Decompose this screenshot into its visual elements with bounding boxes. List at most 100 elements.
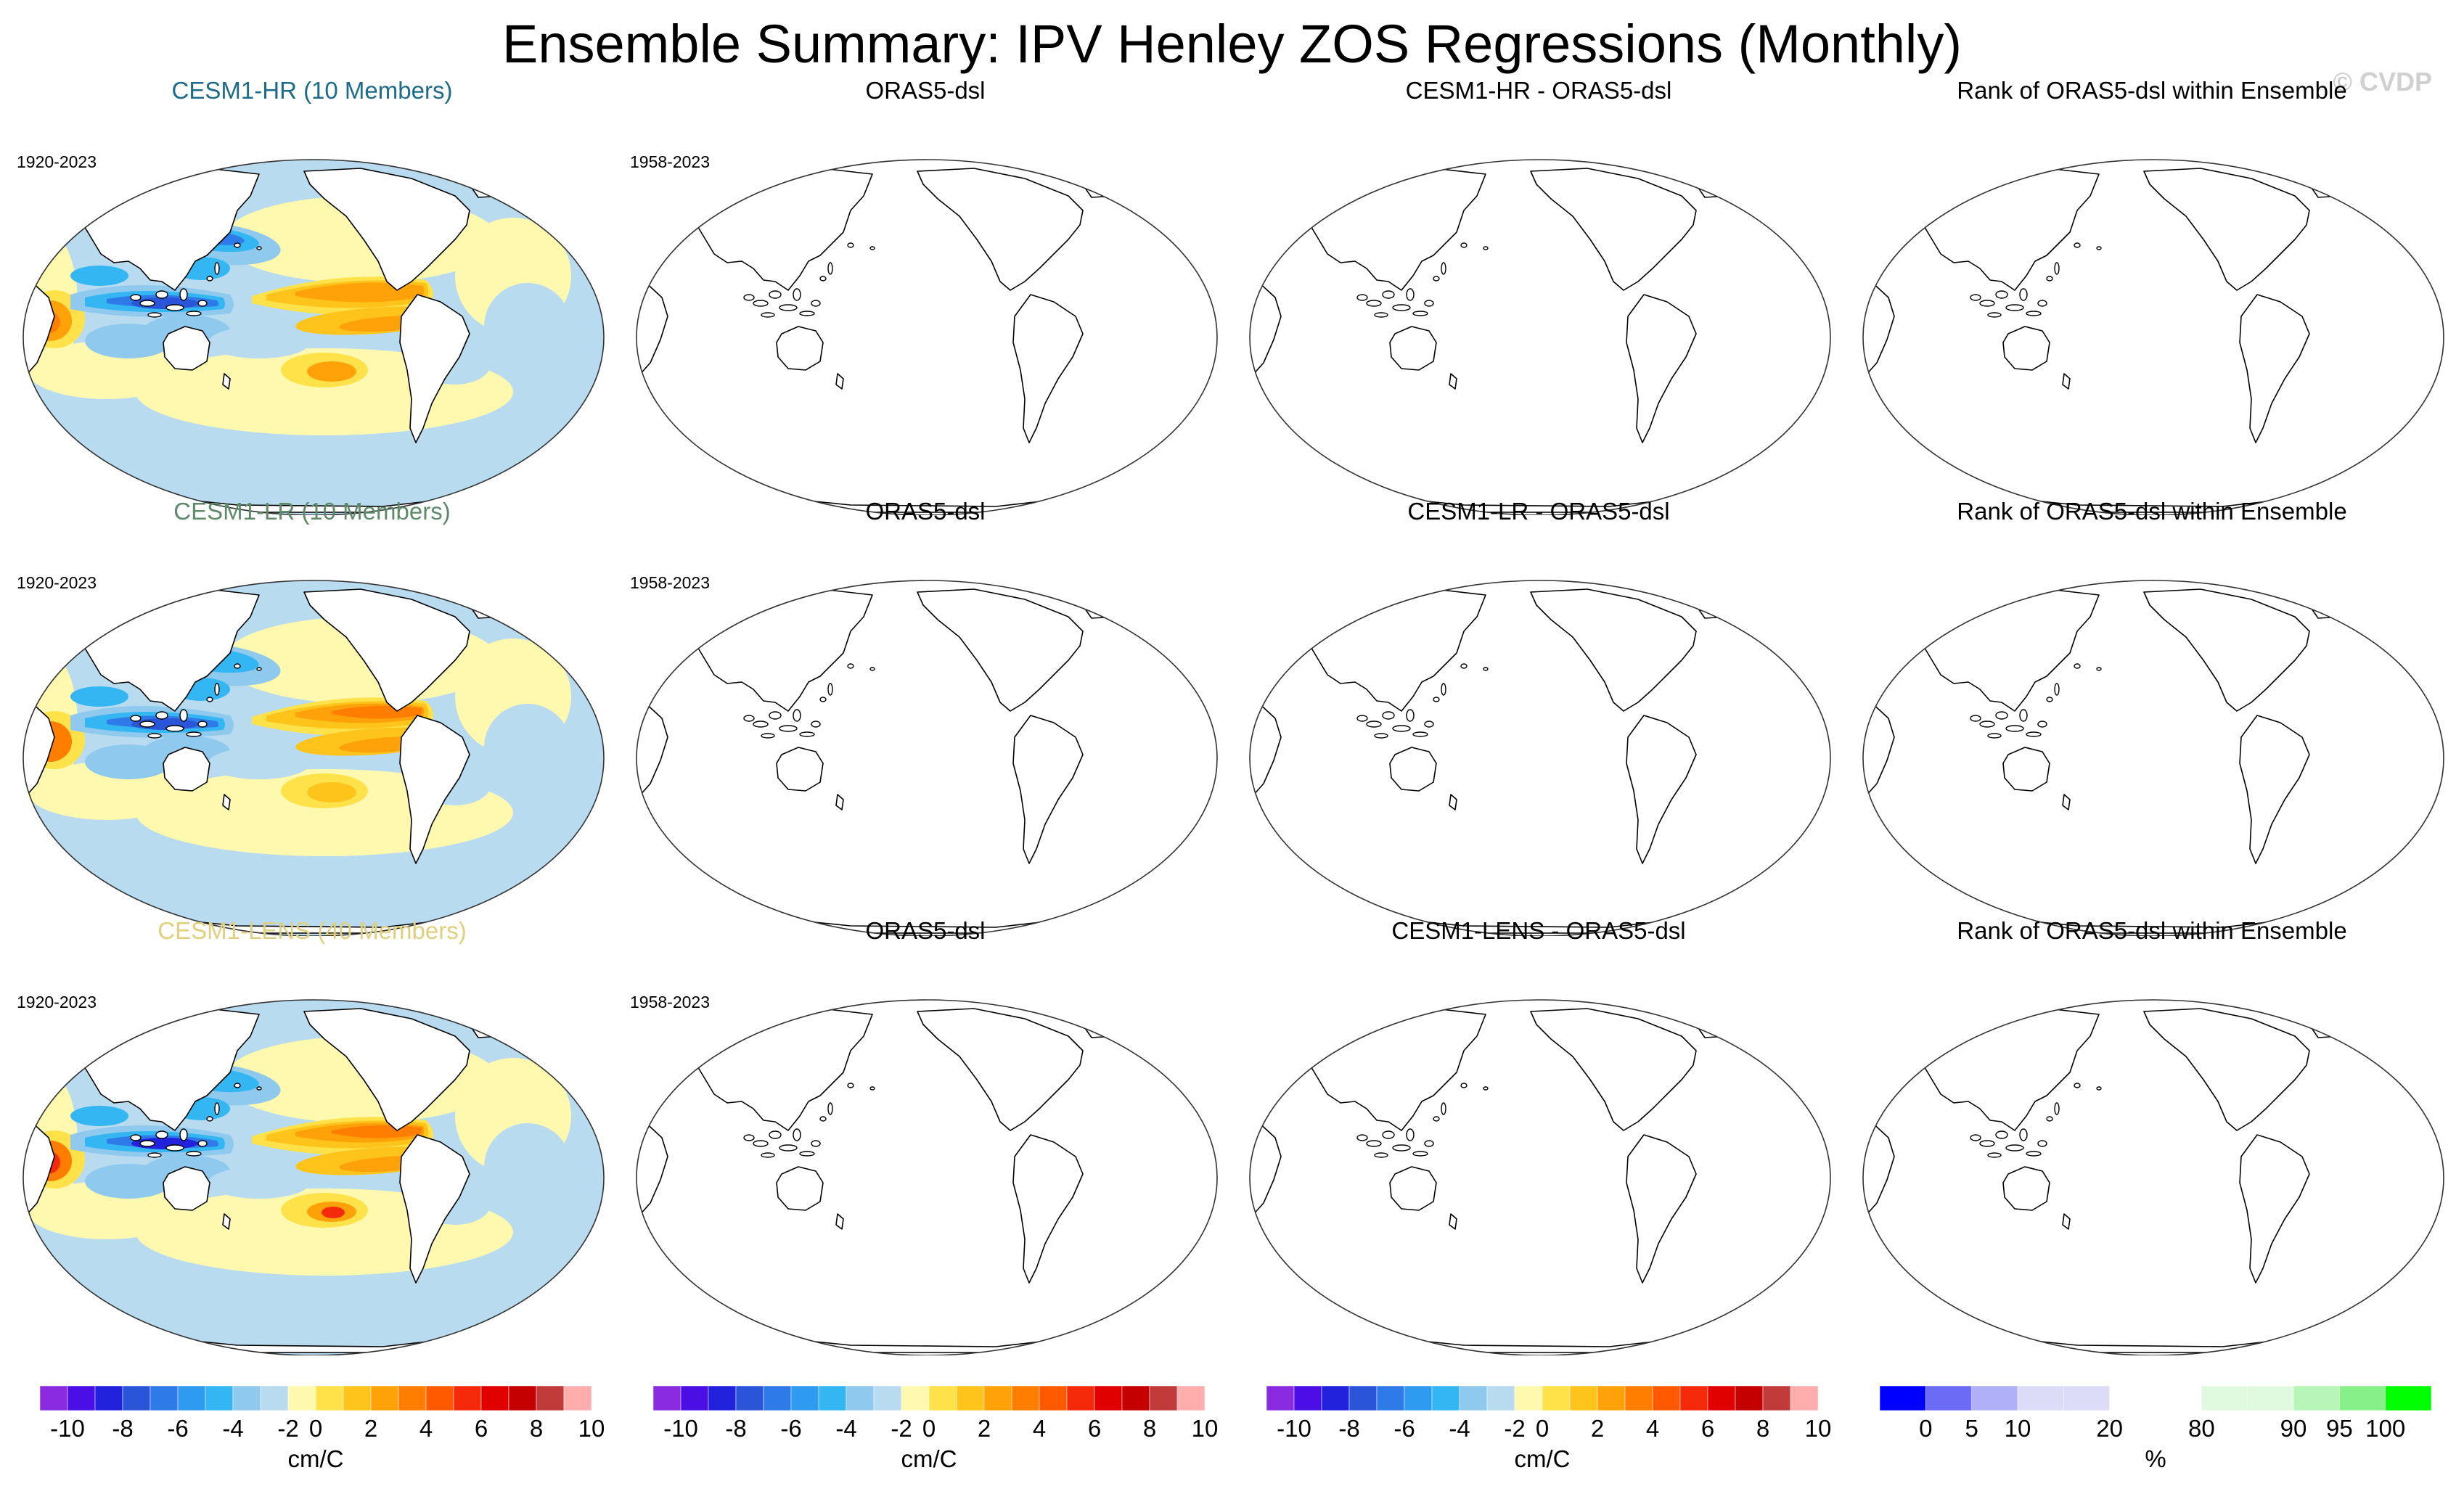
colorbar-swatch [232, 1386, 261, 1411]
colorbar-swatch [94, 1386, 123, 1411]
colorbar-tick-label: 4 [1032, 1415, 1047, 1442]
colorbar-tick-label: -2 [891, 1415, 912, 1442]
map-panel-r3-c1: CESM1-LENS (40 Members) 1920-2023 [11, 917, 613, 1355]
colorbar-tick-label: 10 [1804, 1415, 1832, 1442]
colorbar-tick-label: -10 [1277, 1415, 1311, 1442]
colorbar-tick-label: -8 [112, 1415, 134, 1442]
panel-title: Rank of ORAS5-dsl within Ensemble [1957, 77, 2347, 104]
colorbar-swatch [480, 1386, 509, 1411]
colorbar-tick-label: -8 [725, 1415, 747, 1442]
colorbar-swatch [1293, 1386, 1322, 1411]
colorbar-swatch [1679, 1386, 1708, 1411]
colorbar-swatch [901, 1386, 930, 1411]
colorbar-swatch [2385, 1386, 2431, 1411]
colorbar-swatch [653, 1386, 682, 1411]
colorbar-swatch [508, 1386, 537, 1411]
colorbar-swatch [1149, 1386, 1178, 1411]
panel-title: CESM1-LR (10 Members) [173, 498, 451, 525]
map-panel-r1-c1: CESM1-HR (10 Members) 1920-2023 [11, 77, 613, 515]
map-panel-r3-c4: Rank of ORAS5-dsl within Ensemble [1851, 917, 2453, 1355]
world-map [1249, 159, 1831, 515]
colorbar-swatch [1121, 1386, 1150, 1411]
colorbar-tick-label: -4 [1449, 1415, 1470, 1442]
colorbar-swatch [1348, 1386, 1378, 1411]
colorbar-swatch [1266, 1386, 1295, 1411]
colorbar-swatch [1971, 1386, 2018, 1411]
colorbar-swatch [708, 1386, 737, 1411]
colorbar-tick-label: 6 [1700, 1415, 1715, 1442]
colorbar-swatch [1624, 1386, 1653, 1411]
map-panel-r1-c3: CESM1-HR - ORAS5-dsl [1237, 77, 1840, 515]
colorbar-swatch [1094, 1386, 1123, 1411]
colorbar-tick-label: 8 [529, 1415, 544, 1442]
colorbar-tick-label: 0 [1919, 1415, 1933, 1442]
colorbar-swatch [205, 1386, 234, 1411]
panel-period: 1920-2023 [17, 573, 97, 592]
colorbar-swatch [1321, 1386, 1350, 1411]
colorbar-tick-label: 80 [2187, 1415, 2215, 1442]
map-panel-r2-c1: CESM1-LR (10 Members) 1920-2023 [11, 498, 613, 936]
colorbar-swatch [1176, 1386, 1205, 1411]
colorbar-tick-label: 90 [2280, 1415, 2307, 1442]
colorbar-tick-label: -6 [1393, 1415, 1415, 1442]
colorbar-swatch [1066, 1386, 1095, 1411]
panel-period: 1958-2023 [630, 993, 710, 1011]
colorbar-swatch [1514, 1386, 1543, 1411]
colorbar-swatch [453, 1386, 482, 1411]
panel-title: CESM1-HR (10 Members) [171, 77, 453, 104]
colorbar-swatch [536, 1386, 565, 1411]
world-map [636, 580, 1218, 936]
colorbar-swatch [846, 1386, 875, 1411]
colorbar-tick-label: -10 [663, 1415, 698, 1442]
colorbar-swatch [2063, 1386, 2110, 1411]
colorbar-swatch [763, 1386, 792, 1411]
colorbar-swatch [67, 1386, 96, 1411]
colorbar-swatch [1569, 1386, 1598, 1411]
colorbar-swatch [370, 1386, 399, 1411]
colorbar-swatch [1597, 1386, 1626, 1411]
rank-colorbar: 0 5 10 20 80 90 95 100% [1880, 1386, 2431, 1480]
map-panel-r2-c2: ORAS5-dsl 1958-2023 [624, 498, 1227, 936]
panel-title: Rank of ORAS5-dsl within Ensemble [1957, 498, 2347, 525]
cvdp-watermark: © CVDP [2333, 67, 2432, 97]
world-map [1249, 999, 1831, 1355]
colorbar-tick-label: 20 [2096, 1415, 2124, 1442]
colorbar-swatch [2339, 1386, 2386, 1411]
zos-colorbar-2: -10 -8 -6 -4 -2 0 2 4 6 8 10 cm/C [653, 1386, 1218, 1480]
world-map [1249, 580, 1831, 936]
colorbar-unit: cm/C [287, 1445, 344, 1472]
colorbar-swatch [150, 1386, 179, 1411]
colorbar-swatch [1790, 1386, 1818, 1411]
colorbar-swatch [2293, 1386, 2340, 1411]
panel-period: 1958-2023 [630, 573, 710, 592]
panel-title: ORAS5-dsl [865, 77, 986, 104]
colorbar-swatch [425, 1386, 454, 1411]
colorbar-swatch [1542, 1386, 1571, 1411]
colorbar-swatch [1762, 1386, 1791, 1411]
colorbar-swatch [2017, 1386, 2064, 1411]
map-panel-r3-c3: CESM1-LENS - ORAS5-dsl [1237, 917, 1840, 1355]
colorbar-swatch [1431, 1386, 1460, 1411]
colorbar-tick-label: 0 [922, 1415, 936, 1442]
map-panel-r1-c4: Rank of ORAS5-dsl within Ensemble [1851, 77, 2453, 515]
colorbar-swatch [1376, 1386, 1405, 1411]
panel-title: CESM1-LR - ORAS5-dsl [1407, 498, 1670, 525]
world-map [1862, 159, 2444, 515]
panel-title: Rank of ORAS5-dsl within Ensemble [1957, 917, 2347, 944]
colorbar-tick-label: 10 [1191, 1415, 1219, 1442]
world-map [22, 999, 605, 1355]
map-panel-r2-c4: Rank of ORAS5-dsl within Ensemble [1851, 498, 2453, 936]
world-map [636, 159, 1218, 515]
colorbar-swatch [956, 1386, 985, 1411]
colorbar-swatch [818, 1386, 847, 1411]
colorbar-tick-label: 2 [1590, 1415, 1605, 1442]
world-map [636, 999, 1218, 1355]
colorbar-swatch [873, 1386, 902, 1411]
panel-title: ORAS5-dsl [865, 917, 986, 944]
colorbar-swatch [1880, 1386, 1926, 1411]
colorbar-swatch [315, 1386, 344, 1411]
world-map [1862, 580, 2444, 936]
colorbar-swatch [928, 1386, 957, 1411]
colorbar-swatch [1459, 1386, 1488, 1411]
